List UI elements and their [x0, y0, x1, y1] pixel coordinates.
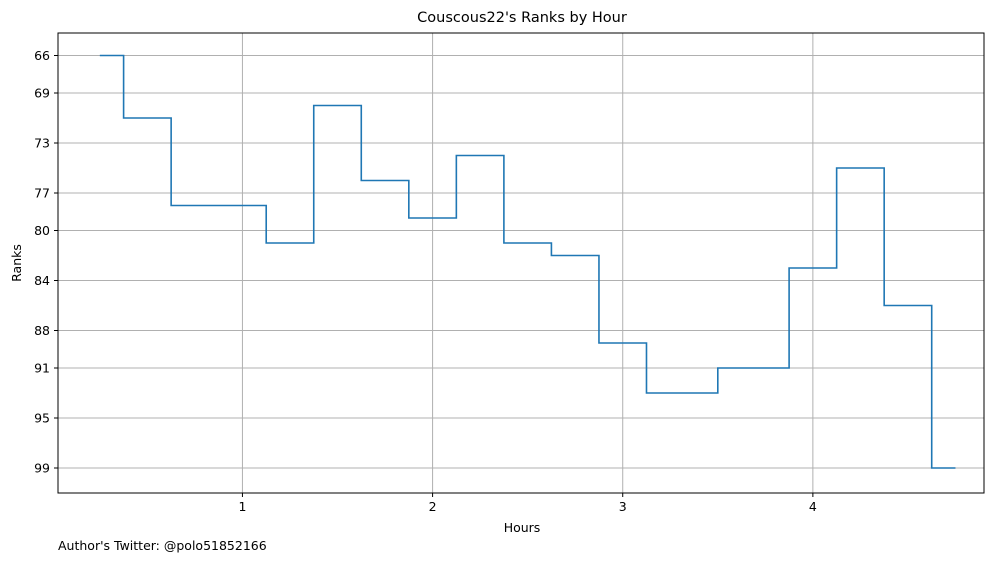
series-layer — [99, 54, 956, 469]
y-tick-label: 69 — [34, 86, 50, 101]
y-tick-label: 80 — [34, 223, 50, 238]
y-tick-label: 91 — [34, 361, 50, 376]
y-tick-label: 99 — [34, 461, 50, 476]
y-tick-label: 73 — [34, 136, 50, 151]
grid-lines — [58, 33, 984, 493]
y-axis-ticks: 66 69 73 77 80 84 88 91 95 99 — [34, 48, 58, 476]
y-tick-label: 95 — [34, 411, 50, 426]
plot-frame — [57, 32, 985, 494]
x-axis-ticks: 1 2 3 4 — [238, 493, 817, 514]
y-tick-label: 66 — [34, 48, 50, 63]
x-tick-label: 3 — [619, 499, 627, 514]
chart-title: Couscous22's Ranks by Hour — [417, 10, 627, 26]
author-credit: Author's Twitter: @polo51852166 — [58, 538, 267, 553]
series-line — [99, 54, 956, 469]
y-tick-label: 84 — [34, 273, 50, 288]
y-tick-label: 77 — [34, 186, 50, 201]
x-tick-label: 2 — [429, 499, 437, 514]
x-axis-label: Hours — [504, 520, 541, 535]
y-axis-label: Ranks — [9, 244, 24, 282]
x-tick-label: 4 — [809, 499, 817, 514]
x-tick-label: 1 — [238, 499, 246, 514]
y-tick-label: 88 — [34, 323, 50, 338]
